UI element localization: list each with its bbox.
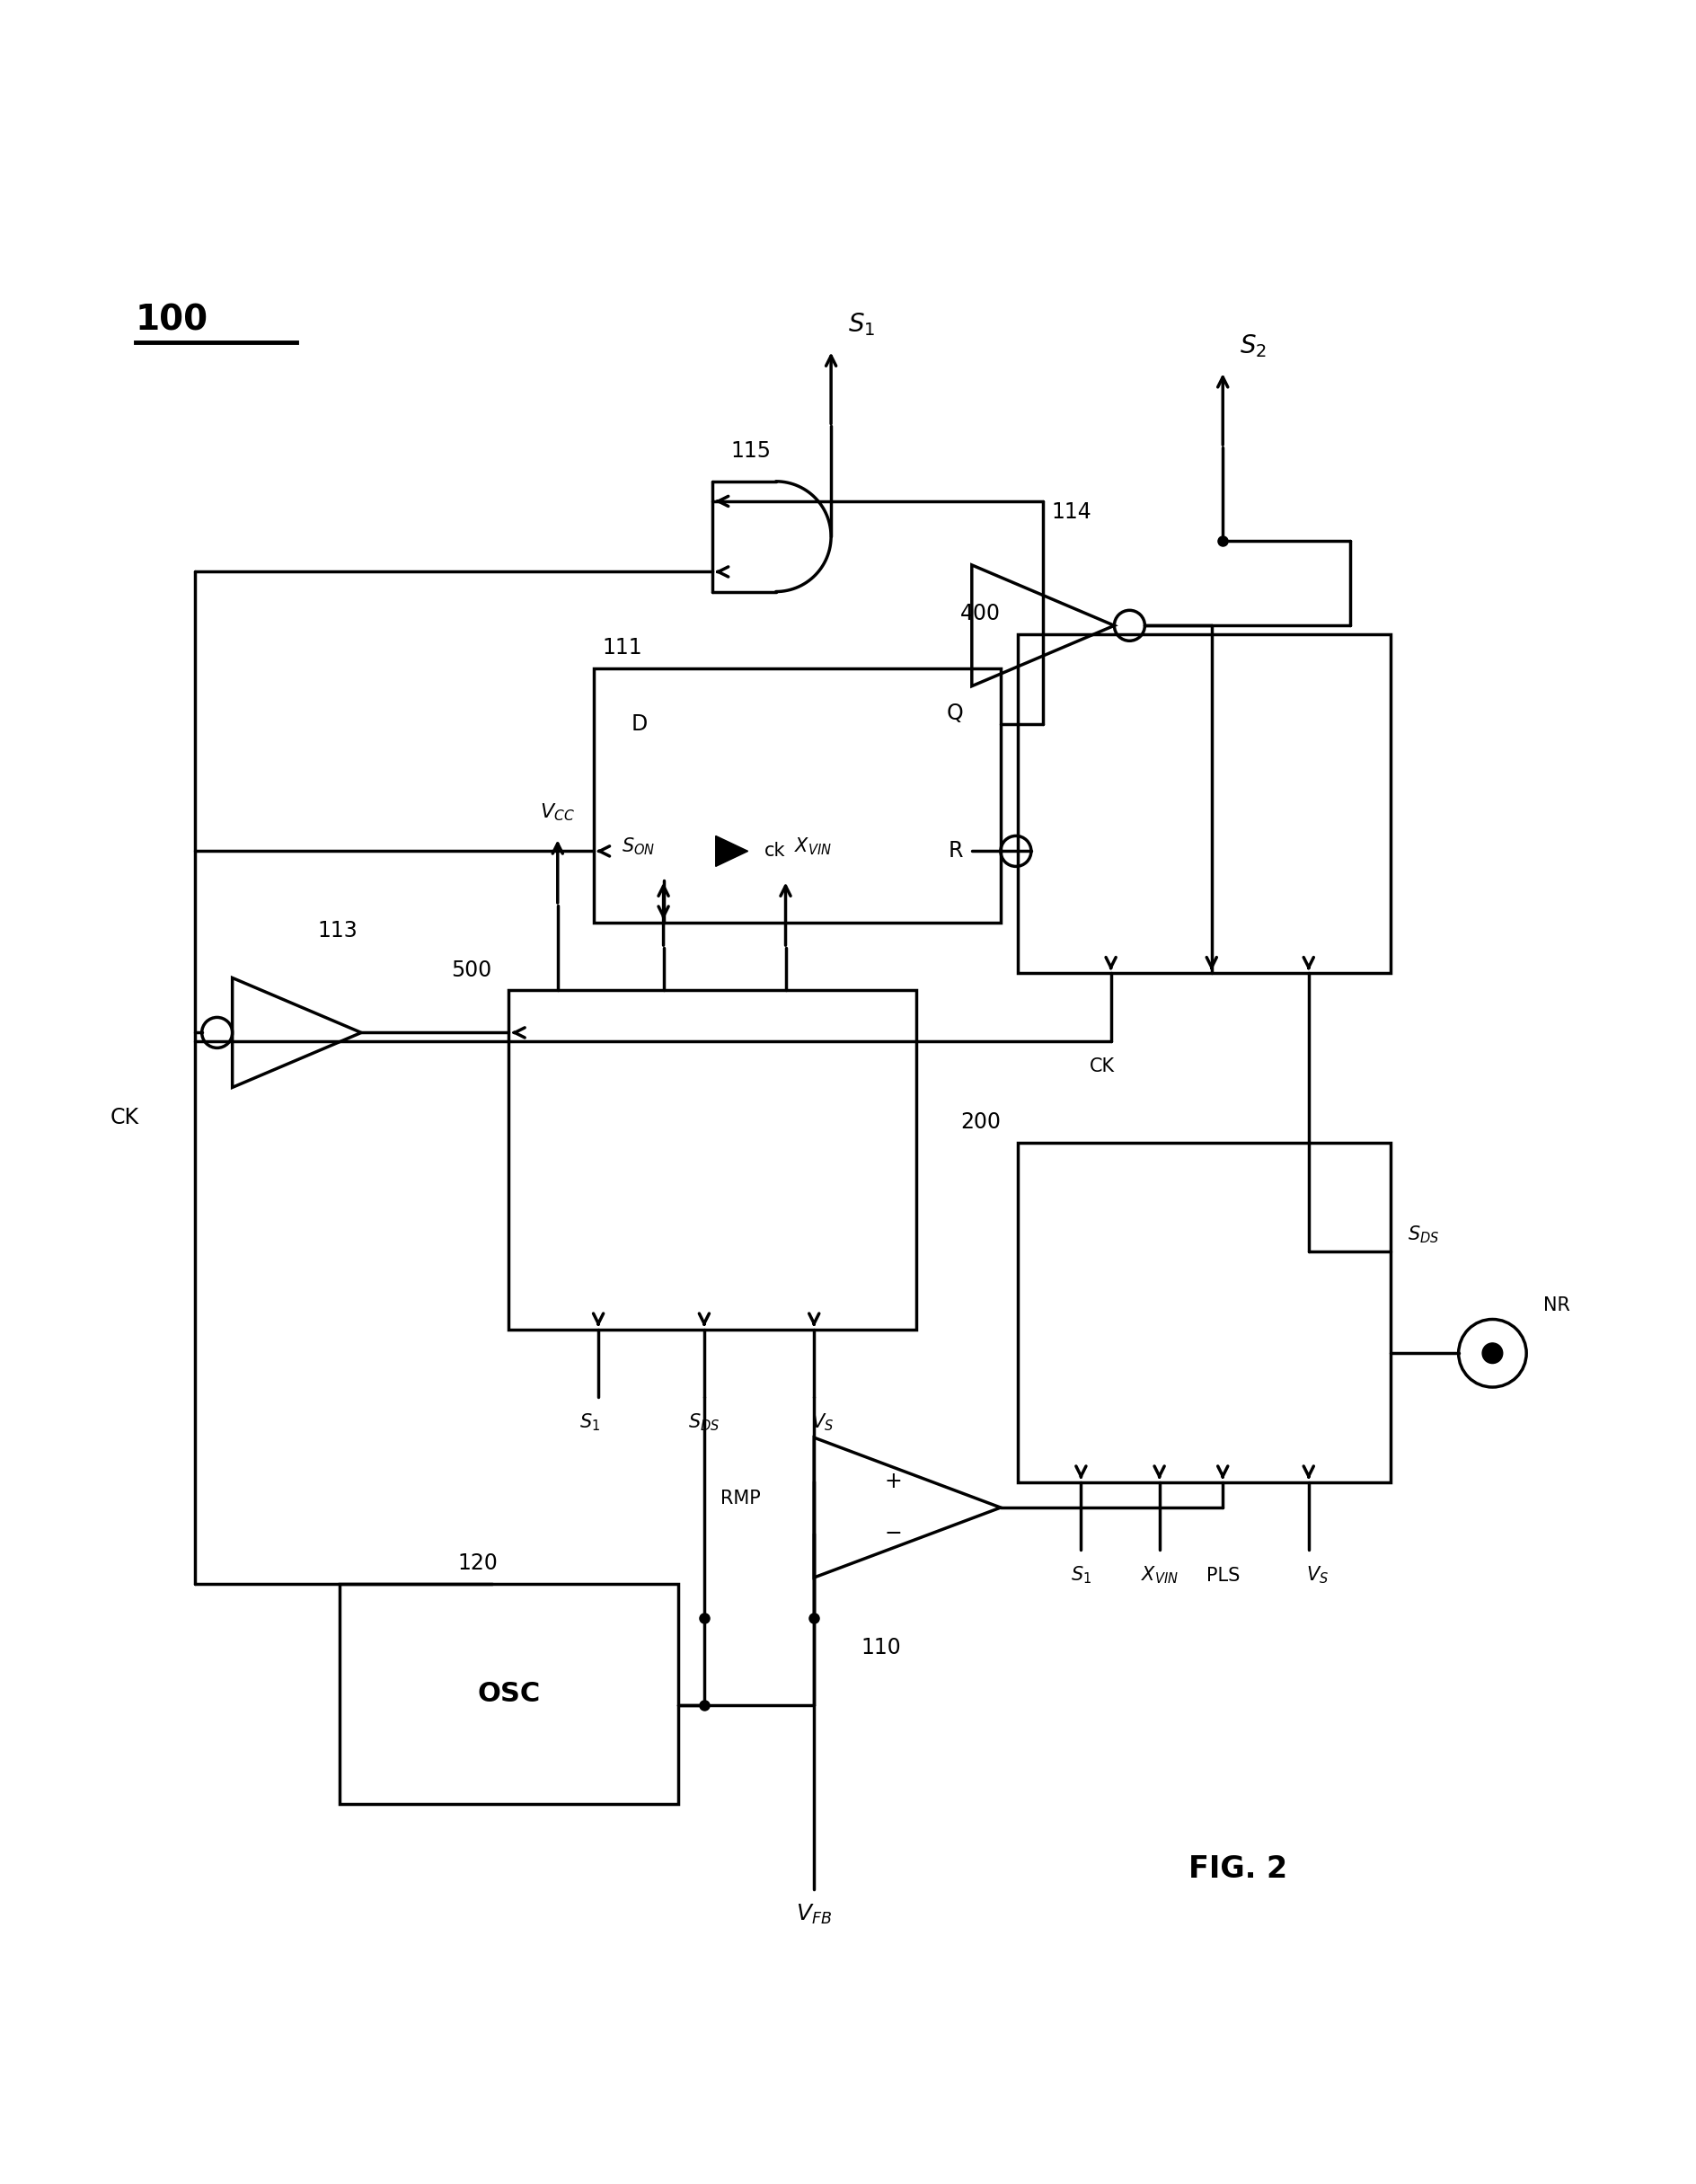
- Text: D: D: [631, 714, 648, 734]
- Text: 114: 114: [1052, 500, 1092, 522]
- Text: 120: 120: [458, 1553, 499, 1575]
- Text: ck: ck: [765, 843, 785, 860]
- Text: +: +: [885, 1470, 902, 1492]
- Text: $X_{VIN}$: $X_{VIN}$: [1140, 1564, 1179, 1586]
- Text: $V_S$: $V_S$: [1306, 1564, 1328, 1586]
- Text: $S_2$: $S_2$: [1240, 332, 1267, 358]
- Text: −: −: [885, 1522, 902, 1544]
- Text: $S_{DS}$: $S_{DS}$: [1408, 1223, 1440, 1245]
- Text: 100: 100: [136, 304, 209, 336]
- Text: $S_{DS}$: $S_{DS}$: [689, 1413, 721, 1433]
- Text: 200: 200: [960, 1112, 1001, 1133]
- Text: $V_S$: $V_S$: [811, 1413, 834, 1433]
- Text: 110: 110: [862, 1636, 901, 1658]
- Text: $S_{ON}$: $S_{ON}$: [621, 836, 655, 856]
- Text: 500: 500: [451, 959, 492, 981]
- Text: Q: Q: [946, 703, 963, 725]
- Text: $V_{FB}$: $V_{FB}$: [795, 1902, 833, 1926]
- Bar: [339, 1583, 678, 1804]
- Text: $V_{CC}$: $V_{CC}$: [541, 802, 575, 823]
- Circle shape: [1482, 1343, 1503, 1363]
- Polygon shape: [716, 836, 748, 867]
- Text: $S_1$: $S_1$: [1070, 1564, 1092, 1586]
- Text: $S_1$: $S_1$: [848, 310, 875, 339]
- Text: 115: 115: [731, 439, 770, 461]
- Bar: [1018, 633, 1391, 974]
- Bar: [509, 989, 916, 1330]
- Text: CK: CK: [110, 1107, 139, 1129]
- Bar: [1018, 1142, 1391, 1483]
- Text: 111: 111: [602, 638, 643, 657]
- Text: FIG. 2: FIG. 2: [1189, 1854, 1287, 1883]
- Text: 400: 400: [960, 603, 1001, 625]
- Text: RMP: RMP: [721, 1489, 762, 1507]
- Text: R: R: [948, 841, 963, 863]
- Text: $S_1$: $S_1$: [580, 1413, 600, 1433]
- Text: $X_{VIN}$: $X_{VIN}$: [794, 836, 831, 856]
- Bar: [594, 668, 1001, 922]
- Text: NR: NR: [1543, 1297, 1570, 1315]
- Text: PLS: PLS: [1206, 1566, 1240, 1583]
- Text: OSC: OSC: [477, 1682, 541, 1708]
- Text: 113: 113: [317, 919, 358, 941]
- Text: CK: CK: [1091, 1057, 1114, 1075]
